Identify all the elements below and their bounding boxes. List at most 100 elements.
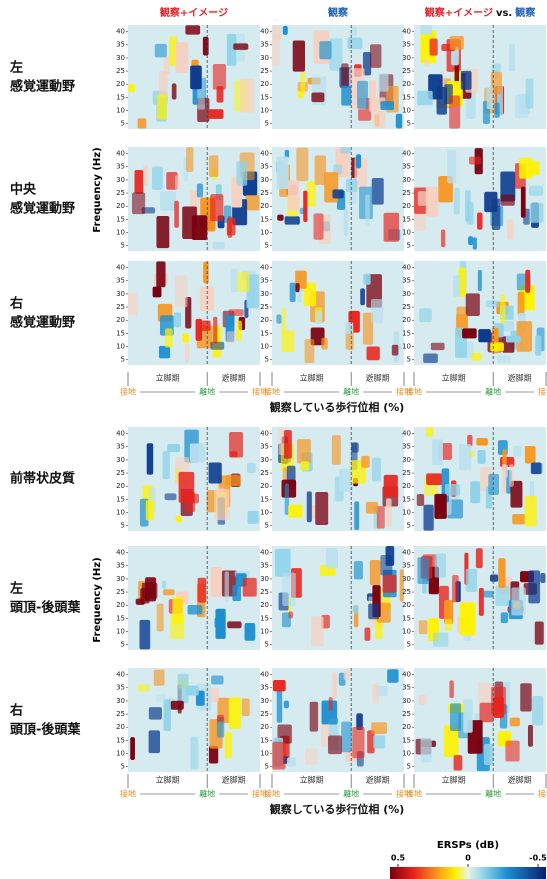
y-tick-label: 15 (116, 329, 125, 337)
heatmap-blob (528, 570, 541, 604)
heatmap-blob (148, 707, 162, 720)
heatmap-blob (432, 439, 443, 466)
heatmap-panel (414, 668, 546, 772)
heatmap-blob (292, 40, 306, 72)
y-tick-label: 10 (402, 628, 411, 636)
heatmap-blob (209, 155, 219, 177)
heatmap-blob (378, 73, 389, 92)
y-tick-label: 35 (260, 684, 269, 692)
heatmap-blob (182, 333, 190, 343)
heatmap-blob (477, 682, 493, 703)
heatmap-blob (132, 192, 146, 215)
y-tick-label: 20 (260, 482, 269, 490)
phase-stance: 立脚期 (156, 775, 180, 785)
y-tick-label: 15 (116, 215, 125, 223)
y-tick-label: 15 (116, 736, 125, 744)
colorbar-tick-label: -0.5 (529, 854, 547, 863)
heatmap-blob (494, 102, 500, 118)
heatmap-panel (414, 546, 546, 650)
heatmap-blob (370, 299, 384, 323)
y-tick-label: 25 (260, 469, 269, 477)
heatmap-blob (484, 191, 498, 213)
y-tick-label: 35 (116, 443, 125, 451)
heatmap-blob (509, 464, 514, 487)
heatmap-blob (188, 493, 200, 504)
contact-label: 接地 (396, 387, 412, 397)
y-tick-label: 30 (402, 456, 411, 464)
heatmap-blob (160, 191, 176, 211)
heatmap-blob (495, 585, 510, 607)
contact-label: 接地 (538, 387, 547, 397)
y-tick-label: 15 (402, 495, 411, 503)
heatmap-blob (284, 149, 290, 159)
toe-off-label: 離地 (485, 789, 501, 799)
heatmap-blob (321, 337, 328, 350)
phase-swing: 遊脚期 (222, 373, 246, 383)
heatmap-blob (449, 95, 461, 129)
heatmap-blob (139, 619, 151, 650)
heatmap-blob (391, 344, 399, 356)
heatmap-blob (509, 717, 520, 727)
heatmap-blob (175, 515, 182, 523)
y-tick-label: 40 (116, 264, 125, 272)
y-tick-label: 10 (402, 343, 411, 351)
heatmap-blob (187, 604, 203, 615)
heatmap-blob (476, 437, 488, 446)
heatmap-blob (371, 457, 381, 482)
heatmap-blob (340, 147, 351, 154)
heatmap-blob (490, 71, 503, 94)
y-tick-label: 15 (402, 93, 411, 101)
y-tick-label: 30 (260, 176, 269, 184)
heatmap-blob (274, 548, 291, 577)
heatmap-blob (232, 584, 242, 602)
y-tick-label: 10 (116, 107, 125, 115)
heatmap-blob (362, 312, 374, 345)
y-tick-label: 40 (402, 264, 411, 272)
heatmap-blob (244, 623, 256, 641)
heatmap-blob (208, 462, 222, 484)
heatmap-blob (369, 44, 382, 68)
heatmap-panel (272, 261, 404, 365)
heatmap-blob (529, 480, 535, 500)
heatmap-blob (511, 587, 526, 616)
heatmap-panel (414, 261, 546, 365)
heatmap-blob (306, 181, 316, 207)
heatmap-blob (300, 461, 310, 471)
y-tick-label: 5 (265, 763, 269, 771)
y-tick-label: 35 (402, 277, 411, 285)
heatmap-blob (497, 355, 511, 363)
heatmap-blob (246, 274, 260, 309)
heatmap-blob (365, 501, 379, 514)
y-tick-label: 40 (260, 549, 269, 557)
heatmap-blob (306, 491, 312, 523)
heatmap-blob (155, 694, 166, 702)
phase-swing: 遊脚期 (508, 373, 532, 383)
heatmap-blob (169, 36, 178, 66)
y-tick-label: 10 (402, 229, 411, 237)
heatmap-blob (500, 171, 516, 202)
heatmap-blob (278, 428, 285, 455)
heatmap-blob (185, 25, 201, 35)
y-tick-label: 30 (402, 176, 411, 184)
y-tick-label: 25 (116, 469, 125, 477)
heatmap-blob (154, 43, 167, 58)
heatmap-blob (434, 553, 447, 578)
heatmap-panel (414, 25, 546, 129)
heatmap-blob (525, 78, 534, 109)
y-tick-label: 5 (265, 522, 269, 530)
heatmap-blob (386, 498, 392, 527)
y-tick-label: 40 (116, 28, 125, 36)
y-tick-label: 20 (260, 601, 269, 609)
y-tick-label: 5 (121, 641, 125, 649)
heatmap-blob (162, 451, 170, 480)
heatmap-blob (137, 118, 147, 129)
y-tick-label: 10 (116, 509, 125, 517)
y-tick-label: 35 (116, 41, 125, 49)
y-tick-label: 10 (260, 107, 269, 115)
heatmap-blob (296, 147, 309, 182)
contact-label: 接地 (406, 387, 422, 397)
heatmap-blob (165, 328, 173, 348)
heatmap-blob (505, 740, 520, 762)
heatmap-blob (156, 261, 166, 288)
heatmap-blob (520, 186, 526, 218)
